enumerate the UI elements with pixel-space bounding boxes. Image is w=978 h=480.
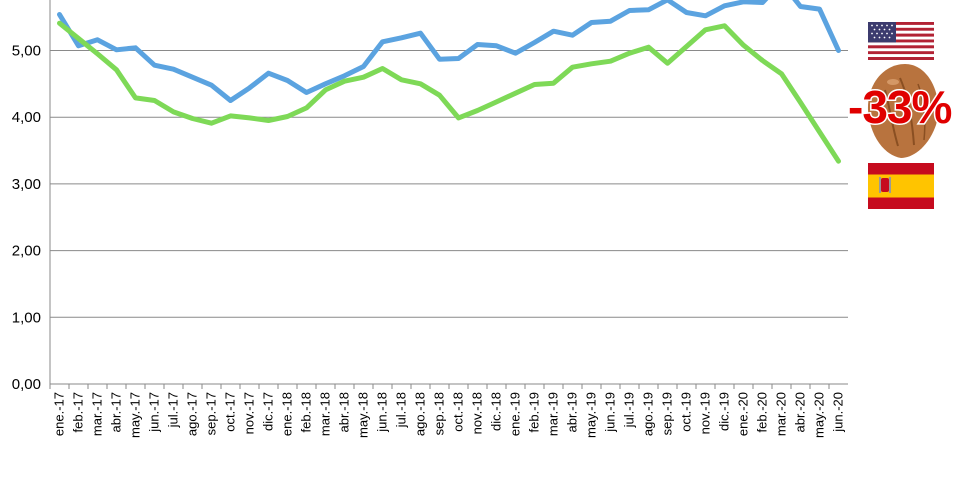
y-tick-label: 3,00: [12, 176, 41, 193]
x-tick-label: may.-20: [812, 392, 827, 438]
x-tick-label: oct.-17: [223, 392, 238, 432]
x-tick-label: abr.-18: [337, 392, 352, 432]
almond-icon: [867, 64, 939, 158]
x-tick-label: ene.-17: [52, 392, 67, 436]
x-tick-label: nov.-19: [698, 392, 713, 434]
x-tick-label: feb.-19: [527, 392, 542, 432]
x-axis-ticks: ene.-17 feb.-17 mar.-17 abr.-17 may.-17 jun.-…: [52, 392, 846, 438]
x-tick-label: may.-18: [356, 392, 371, 438]
y-tick-label: 1,00: [12, 309, 41, 326]
series-lines: [57, 0, 841, 164]
badge: -33%: [847, 22, 954, 209]
x-tick-label: ago.-18: [413, 392, 428, 436]
series-line-1: [57, 0, 841, 103]
x-tick-label: may.-19: [584, 392, 599, 438]
x-tick-label: mar.-20: [774, 392, 789, 436]
x-tick-label: nov.-18: [470, 392, 485, 434]
x-tick-label: sep.-18: [432, 392, 447, 435]
x-tick-label: jul.-17: [166, 392, 181, 428]
badge-percentage: -33%: [848, 81, 951, 133]
x-tick-label: ene.-20: [736, 392, 751, 436]
x-tick-label: mar.-18: [318, 392, 333, 436]
x-tick-label: abr.-19: [565, 392, 580, 432]
y-tick-label: 0,00: [12, 376, 41, 393]
x-tick-label: sep.-19: [660, 392, 675, 435]
x-tick-label: dic.-18: [489, 392, 504, 431]
y-tick-label: 4,00: [12, 109, 41, 126]
x-tick-label: feb.-18: [299, 392, 314, 432]
x-tick-label: mar.-19: [546, 392, 561, 436]
x-tick-label: ago.-19: [641, 392, 656, 436]
spain-flag-icon: [868, 163, 934, 209]
y-tick-label: 5,00: [12, 43, 41, 60]
x-tick-label: jun.-20: [831, 392, 846, 433]
x-tick-label: feb.-20: [755, 392, 770, 432]
x-tick-label: jun.-18: [375, 392, 390, 433]
x-tick-label: ago.-17: [185, 392, 200, 436]
x-tick-label: dic.-17: [261, 392, 276, 431]
x-tick-label: jul.-19: [622, 392, 637, 428]
x-tick-label: sep.-17: [204, 392, 219, 435]
x-tick-label: nov.-17: [242, 392, 257, 434]
x-tick-label: jun.-17: [147, 392, 162, 433]
x-tick-label: abr.-20: [793, 392, 808, 432]
x-tick-label: ene.-19: [508, 392, 523, 436]
x-tick-label: may.-17: [128, 392, 143, 438]
x-tick-label: oct.-19: [679, 392, 694, 432]
x-tick-label: jul.-18: [394, 392, 409, 428]
x-tick-label: ene.-18: [280, 392, 295, 436]
x-tick-label: oct.-18: [451, 392, 466, 432]
x-tick-label: jun.-19: [603, 392, 618, 433]
y-axis-ticks: 0,00 1,00 2,00 3,00 4,00 5,00: [12, 43, 41, 394]
y-tick-label: 2,00: [12, 243, 41, 260]
x-tick-label: abr.-17: [109, 392, 124, 432]
x-tick-label: dic.-19: [717, 392, 732, 431]
x-tick-label: feb.-17: [71, 392, 86, 432]
usa-flag-icon: [868, 22, 934, 60]
x-tick-label: mar.-17: [90, 392, 105, 436]
series-line-2: [57, 20, 841, 164]
